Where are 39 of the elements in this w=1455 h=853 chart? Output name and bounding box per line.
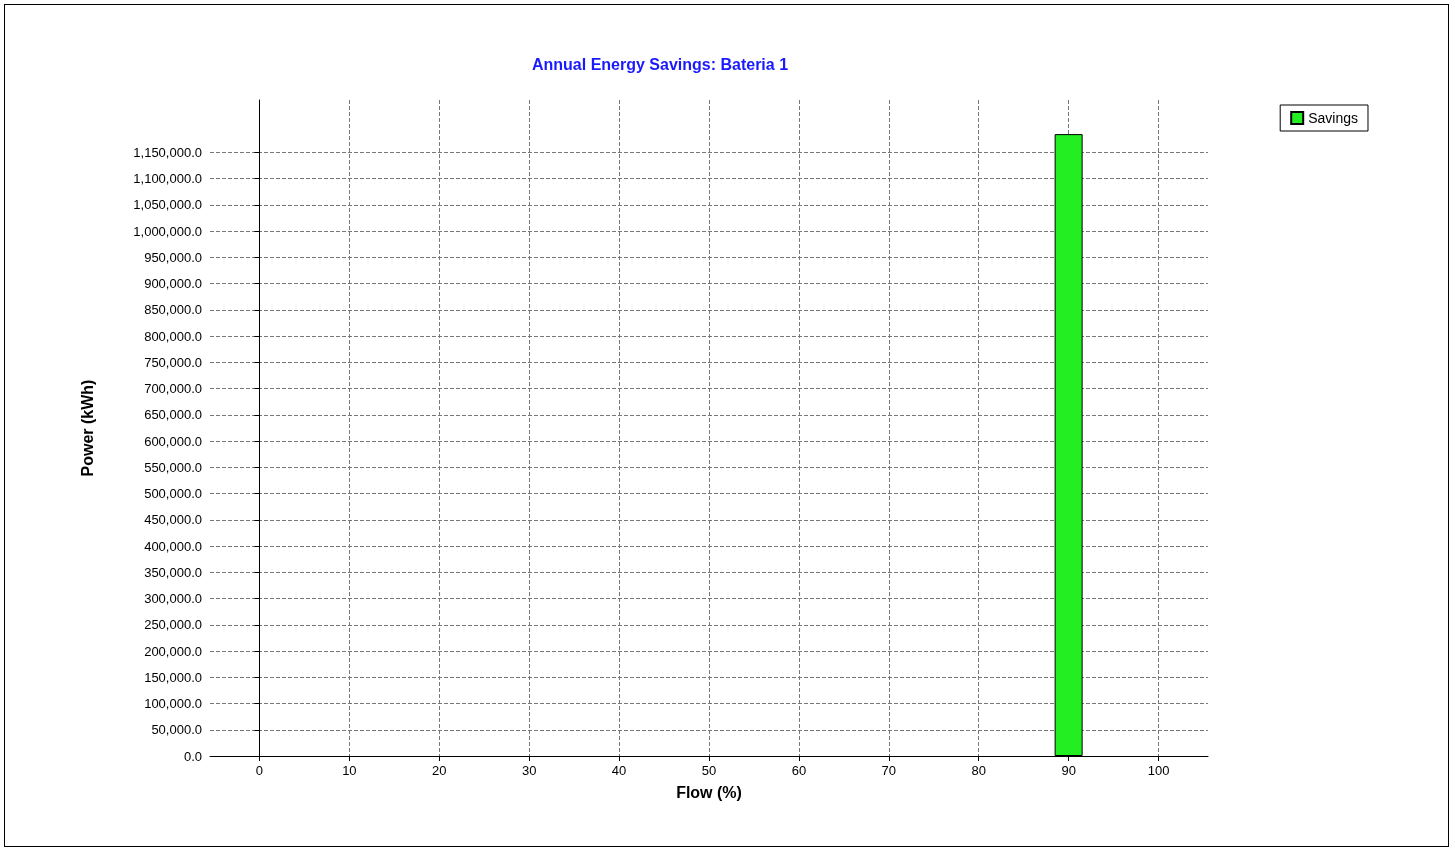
x-tick-label: 80: [971, 763, 986, 778]
x-tick-label: 0: [255, 763, 264, 778]
x-tick-label: 10: [342, 763, 357, 778]
y-tick-label: 150,000.0: [144, 669, 202, 685]
y-tick-label: 700,000.0: [144, 381, 202, 397]
x-axis-title: Flow (%): [676, 783, 742, 801]
y-tick-label: 450,000.0: [144, 512, 202, 528]
y-tick-label: 1,100,000.0: [133, 171, 202, 187]
x-tick-label: 90: [1061, 763, 1076, 778]
y-tick-label: 750,000.0: [144, 354, 202, 370]
y-tick-label: 500,000.0: [144, 486, 202, 502]
y-tick-label: 50,000.0: [151, 722, 202, 738]
legend-label: Savings: [1308, 110, 1359, 126]
x-tick-label: 40: [611, 763, 627, 778]
chart-title: Annual Energy Savings: Bateria 1: [531, 55, 789, 73]
y-tick-label: 900,000.0: [144, 276, 202, 292]
y-tick-label: 1,000,000.0: [133, 223, 202, 239]
y-tick-label: 1,050,000.0: [133, 197, 202, 213]
y-tick-label: 100,000.0: [144, 696, 202, 712]
y-tick-label: 200,000.0: [144, 643, 202, 659]
y-tick-label: 350,000.0: [144, 564, 202, 580]
y-tick-label: 950,000.0: [144, 249, 202, 265]
x-tick-label: 60: [791, 763, 807, 778]
y-tick-label: 0.0: [183, 748, 202, 764]
y-tick-label: 1,150,000.0: [133, 144, 202, 160]
y-tick-label: 600,000.0: [144, 433, 202, 449]
x-tick-label: 20: [432, 763, 447, 778]
x-tick-label: 30: [521, 763, 537, 778]
x-tick-label: 100: [1147, 763, 1170, 778]
y-axis-title: Power (kWh): [78, 379, 96, 477]
y-tick-label: 550,000.0: [144, 459, 202, 475]
y-tick-label: 850,000.0: [144, 302, 202, 318]
y-tick-label: 650,000.0: [144, 407, 202, 423]
y-tick-label: 800,000.0: [144, 328, 202, 344]
y-tick-label: 300,000.0: [144, 591, 202, 607]
y-tick-label: 250,000.0: [144, 617, 202, 633]
x-tick-label: 50: [701, 763, 717, 778]
y-tick-label: 400,000.0: [144, 538, 202, 554]
x-tick-label: 70: [881, 763, 897, 778]
